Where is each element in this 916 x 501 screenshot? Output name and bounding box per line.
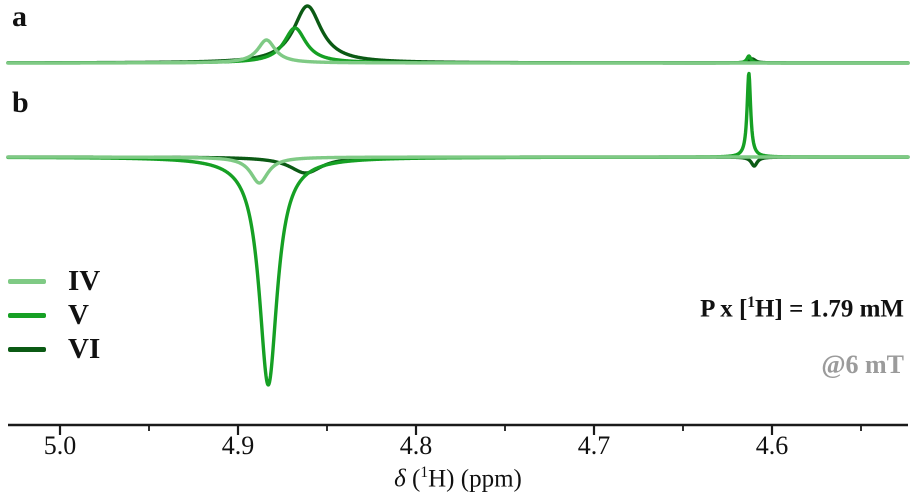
legend-item-V: V bbox=[8, 298, 100, 332]
legend: IV V VI bbox=[8, 264, 100, 366]
panel-label-a: a bbox=[12, 0, 27, 33]
legend-item-VI: VI bbox=[8, 332, 100, 366]
axis-title-rest: H) (ppm) bbox=[428, 465, 522, 493]
trace-IV-panel-a bbox=[6, 38, 910, 65]
trace-V-panel-b bbox=[6, 71, 910, 387]
concentration-annotation: P x [1H] = 1.79 mM bbox=[700, 294, 904, 323]
legend-swatch bbox=[8, 312, 46, 318]
legend-label: V bbox=[68, 298, 89, 331]
concentration-superscript: 1 bbox=[747, 294, 756, 311]
delta-symbol: δ bbox=[394, 465, 406, 493]
axis-title-open: ( bbox=[405, 465, 421, 493]
panel-label-b: b bbox=[12, 86, 29, 119]
concentration-text-pre: P x [ bbox=[700, 295, 748, 323]
legend-item-IV: IV bbox=[8, 264, 100, 298]
legend-label: VI bbox=[68, 332, 101, 365]
field-strength-annotation: @6 mT bbox=[821, 350, 904, 379]
tick-label-4.8: 4.8 bbox=[399, 431, 433, 460]
legend-swatch bbox=[8, 278, 46, 284]
x-axis-title: δ (1H) (ppm) bbox=[394, 464, 522, 493]
trace-VI-panel-a bbox=[6, 4, 910, 65]
x-axis-tick-labels: 5.0 4.9 4.8 4.7 4.6 bbox=[0, 431, 916, 463]
axis-title-superscript: 1 bbox=[420, 464, 429, 481]
concentration-text-post: H] = 1.79 mM bbox=[755, 295, 904, 323]
tick-label-4.6: 4.6 bbox=[755, 431, 789, 460]
tick-label-4.9: 4.9 bbox=[221, 431, 255, 460]
trace-IV-panel-b bbox=[6, 155, 910, 185]
legend-swatch bbox=[8, 346, 46, 352]
tick-label-5.0: 5.0 bbox=[43, 431, 77, 460]
tick-label-4.7: 4.7 bbox=[577, 431, 611, 460]
legend-label: IV bbox=[68, 264, 101, 297]
trace-V-panel-a bbox=[6, 26, 910, 65]
